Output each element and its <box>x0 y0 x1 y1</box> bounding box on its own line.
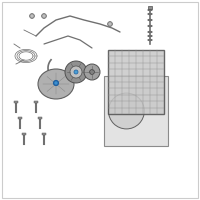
Bar <box>34 101 38 103</box>
Circle shape <box>90 70 94 74</box>
Bar <box>38 117 42 119</box>
Circle shape <box>70 66 82 78</box>
Circle shape <box>30 14 34 18</box>
Circle shape <box>108 22 112 26</box>
Ellipse shape <box>148 31 152 33</box>
Ellipse shape <box>148 35 152 37</box>
Circle shape <box>74 70 78 74</box>
Circle shape <box>109 23 111 25</box>
Circle shape <box>108 93 144 129</box>
Bar <box>14 101 18 103</box>
Ellipse shape <box>148 25 152 27</box>
Circle shape <box>84 64 100 80</box>
Ellipse shape <box>148 9 152 11</box>
Ellipse shape <box>38 69 74 99</box>
Circle shape <box>31 15 33 17</box>
Bar <box>108 50 164 114</box>
Circle shape <box>42 14 46 18</box>
Circle shape <box>43 15 45 17</box>
Circle shape <box>54 81 58 85</box>
Ellipse shape <box>148 39 152 41</box>
Bar <box>42 133 46 135</box>
Bar <box>104 76 168 146</box>
Bar <box>148 6 152 9</box>
Ellipse shape <box>148 13 152 15</box>
Ellipse shape <box>148 19 152 21</box>
Bar <box>18 117 22 119</box>
Bar <box>22 133 26 135</box>
Circle shape <box>65 61 87 83</box>
